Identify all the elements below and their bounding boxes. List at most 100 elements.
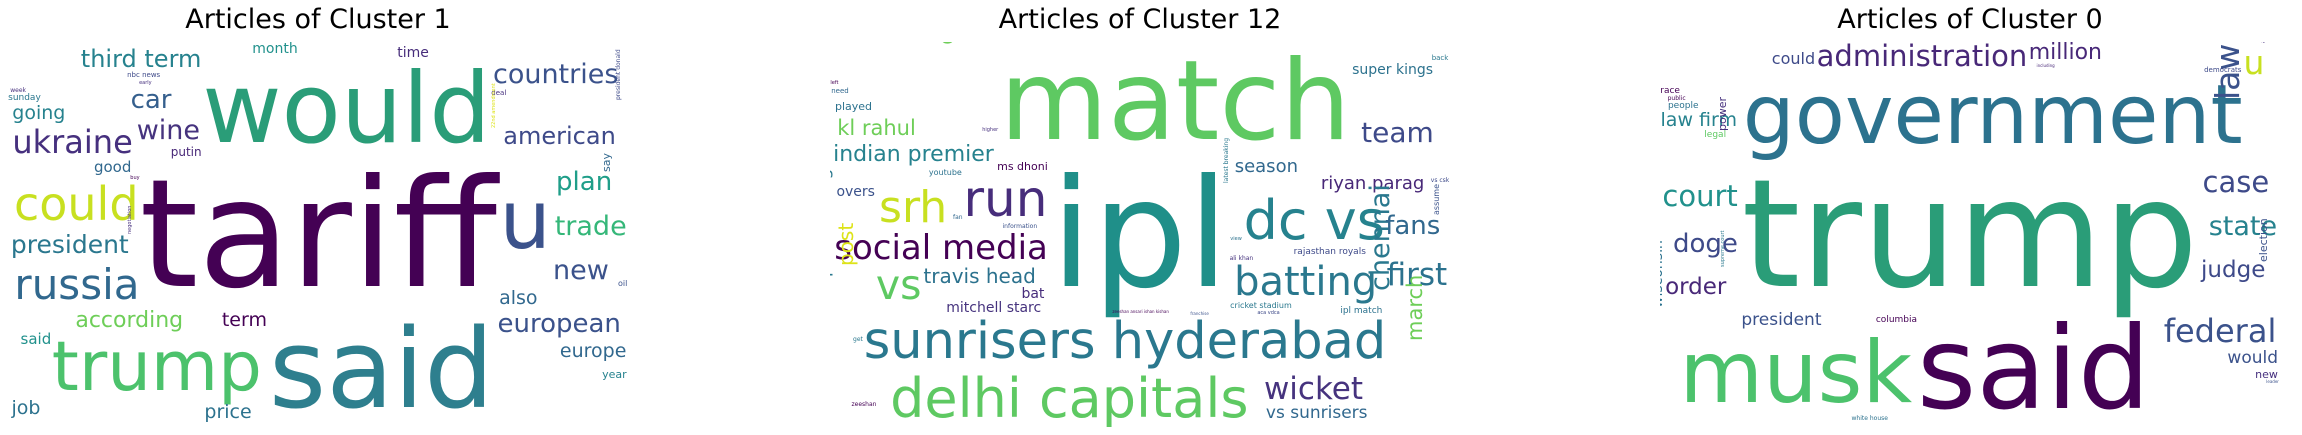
cloud-word: get [853,335,863,343]
cloud-word: russia [14,260,140,310]
cloud-word: kl rahul [837,115,916,140]
cloud-word: good [93,157,132,176]
cloud-word: 22nd amendment [490,83,497,128]
cloud-word: according [75,307,184,333]
cloud-word: year [602,367,627,381]
cloud-word: administration [1816,42,2028,74]
cloud-word: doge [1672,228,1738,259]
cloud-word: state [2208,210,2278,242]
cloud-word: would [2227,348,2279,369]
cloud-word: vs sunrisers [1265,403,1368,424]
cloud-word: week [10,87,27,95]
cloud-word: president [1741,310,1822,331]
cloud-word: travis head [923,264,1036,289]
cloud-panel-1: Articles of Cluster 1 tariff would said tru… [8,0,628,435]
word-cloud: ipl match sunrisers hyderabad delhi capital… [830,42,1450,427]
cloud-word: fan [952,213,963,221]
cloud-word: order [1665,273,1727,300]
cloud-word: run [963,170,1048,229]
cloud-word: trump [51,327,262,408]
cloud-word: people [1667,100,1699,111]
cloud-word: delhi capitals [890,367,1249,427]
cloud-word: leader [2266,378,2279,384]
cloud-word: franchise [1190,311,1209,317]
cloud-word: including [2036,63,2055,69]
cloud-word: europe [559,340,627,363]
cloud-word: vs [875,260,922,309]
cloud-word: riyan parag [1320,173,1425,195]
cloud-word: could [1771,49,1816,69]
cloud-word: rajasthan royals [1293,247,1366,258]
cloud-word: indian premier [833,141,994,167]
cloud-word: latest breaking [1222,138,1230,184]
cloud-word: third term [80,45,202,74]
cloud-word: season [1234,156,1298,178]
cloud-word: trump [1741,147,2199,322]
cloud-word: new [553,255,609,287]
cloud-word: played [834,99,873,113]
cloud-word: said [1916,301,2151,427]
cloud-word: need [831,86,849,95]
cloud-word: batting [1234,259,1378,306]
cloud-word: term [221,309,267,332]
cloud-word: negotiation [127,205,134,234]
cloud-word: ms dhoni [997,159,1048,173]
cloud-word: tariff [139,147,497,322]
cloud-word: case [2202,164,2270,199]
cloud-word: sunrisers hyderabad [863,312,1387,372]
cloud-word: judge [2201,257,2266,284]
cloud-word: information [1002,223,1038,231]
cloud-word: price [204,401,252,424]
cloud-word: could [13,177,139,232]
cloud-word: million [2028,42,2103,65]
cloud-word: trade [554,210,627,242]
cloud-word: higher [982,126,999,133]
cloud-panel-2: Articles of Cluster 12 ipl match sunrisers… [830,0,1450,435]
cloud-word: race [1660,85,1680,96]
cloud-word: fans [1385,211,1441,242]
cloud-word: columbia [1875,315,1918,326]
cloud-word: federal [2163,311,2277,350]
cloud-word: ipl [1050,147,1230,322]
cloud-word: aca vdca [1257,309,1280,316]
cloud-word: social media [834,227,1048,268]
cloud-word: law firm [1660,109,1737,132]
cloud-word: dc vs [1243,188,1385,252]
cloud-word: oil [617,279,628,289]
cloud-word: plan [556,167,613,198]
cloud-word: zeeshan [851,400,877,408]
cloud-word: ipl match [1340,305,1383,316]
cloud-word: say [600,152,614,172]
cloud-word: vs csk [1430,177,1450,184]
cloud-word: would [202,52,491,166]
cloud-word: u [2243,42,2265,82]
cloud-panel-3: Articles of Cluster 0 trump government sai… [1660,0,2280,435]
cloud-word: new [2255,367,2278,381]
cloud-word: assume [1432,183,1442,215]
cloud-word: european [497,308,621,339]
cloud-word: super kings [1352,62,1434,79]
cloud-word: nbc news [127,71,161,80]
cloud-word: legal [1704,129,1727,140]
cloud-word: march [1403,274,1428,342]
cloud-word: supreme court [1720,230,1727,267]
cloud-word: sunday [8,93,41,104]
cloud-word: cricket stadium [1230,301,1292,311]
cloud-word: wine [136,114,200,146]
cloud-word: power [1716,97,1730,132]
cloud-word: premier league [830,147,835,277]
cloud-word: said [20,330,52,349]
cloud-word: car [130,84,172,115]
cloud-word: overs [836,183,875,200]
cloud-word: president [10,230,129,260]
cloud-word: mitchell starc [946,300,1042,317]
cloud-word: wicket [1263,370,1364,407]
cloud-word: american [503,122,616,151]
cloud-word: democrats [2204,65,2242,74]
cloud-word: public [1667,94,1686,102]
cloud-word: zeeshan ansari ishan kishan [1112,308,1169,314]
cloud-word: month [252,42,298,58]
cloud-word: early [139,80,152,87]
cloud-word: capitals [932,42,960,45]
cloud-word: musk [1679,323,1913,424]
